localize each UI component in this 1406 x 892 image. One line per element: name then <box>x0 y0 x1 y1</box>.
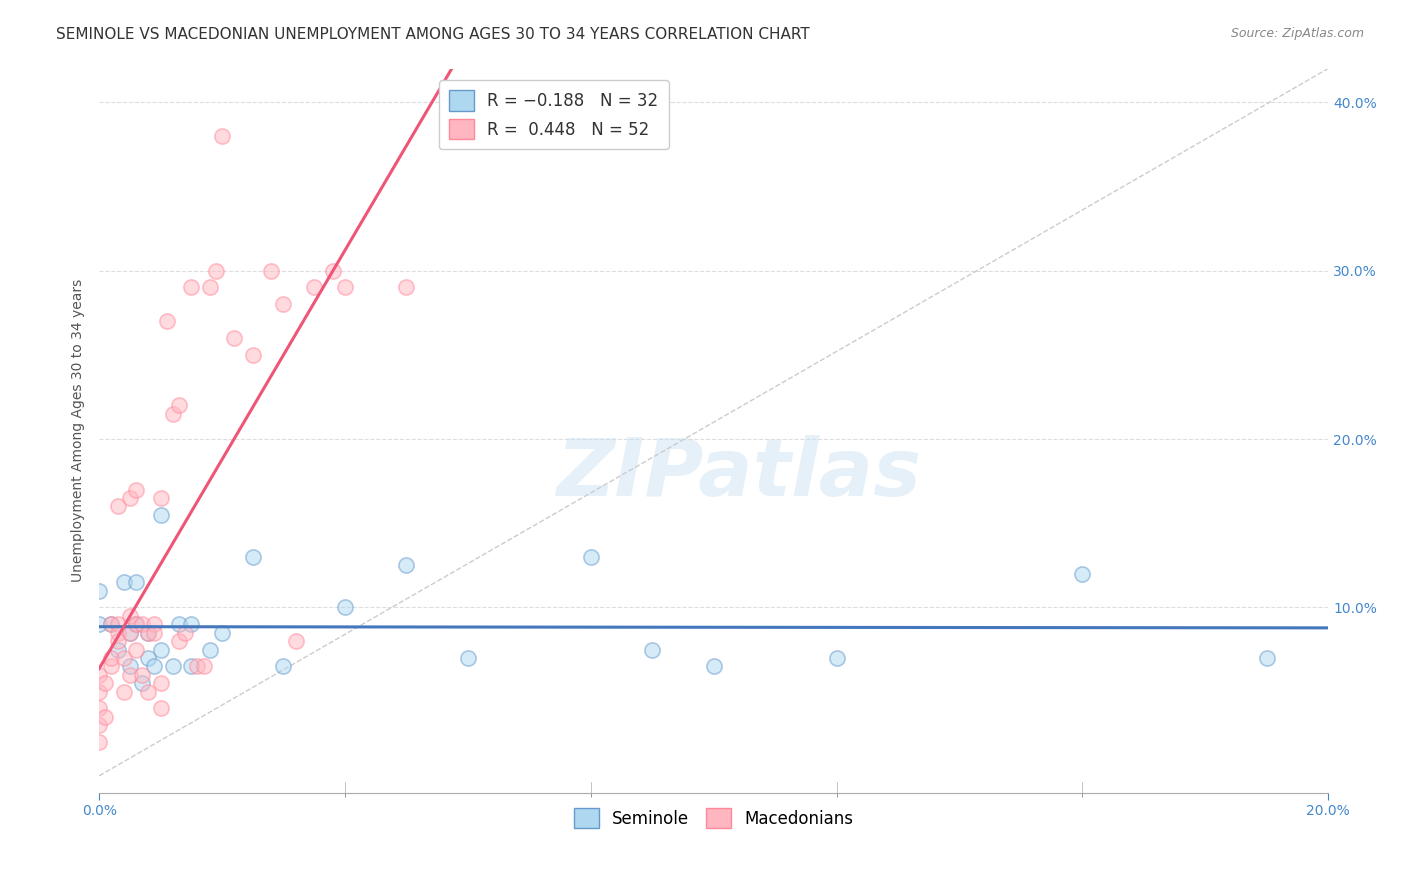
Point <box>94 676 117 690</box>
Point <box>825 651 848 665</box>
Point <box>149 508 172 522</box>
Point <box>641 642 664 657</box>
Point <box>94 710 117 724</box>
Point <box>167 617 190 632</box>
Point <box>100 617 122 632</box>
Point <box>205 263 228 277</box>
Point <box>457 651 479 665</box>
Y-axis label: Unemployment Among Ages 30 to 34 years: Unemployment Among Ages 30 to 34 years <box>72 279 86 582</box>
Point <box>118 491 141 505</box>
Point <box>89 718 111 732</box>
Point <box>112 684 135 698</box>
Point <box>333 600 356 615</box>
Point <box>118 659 141 673</box>
Point <box>1071 566 1094 581</box>
Point <box>107 634 129 648</box>
Point <box>198 642 221 657</box>
Point <box>162 407 184 421</box>
Point <box>186 659 208 673</box>
Point <box>273 297 295 311</box>
Point <box>136 625 159 640</box>
Text: Source: ZipAtlas.com: Source: ZipAtlas.com <box>1230 27 1364 40</box>
Point <box>703 659 725 673</box>
Point <box>395 280 418 294</box>
Point <box>198 280 221 294</box>
Point <box>107 617 129 632</box>
Point <box>136 684 159 698</box>
Point <box>125 575 148 590</box>
Point <box>224 331 246 345</box>
Point <box>284 634 307 648</box>
Point <box>100 617 122 632</box>
Point <box>118 625 141 640</box>
Point <box>118 625 141 640</box>
Point <box>118 667 141 681</box>
Point <box>131 667 153 681</box>
Point <box>131 676 153 690</box>
Point <box>1256 651 1278 665</box>
Point <box>89 684 111 698</box>
Point <box>149 701 172 715</box>
Point <box>125 642 148 657</box>
Point <box>333 280 356 294</box>
Point <box>211 625 233 640</box>
Point <box>131 617 153 632</box>
Point <box>395 558 418 573</box>
Point <box>100 651 122 665</box>
Point <box>125 617 148 632</box>
Legend: Seminole, Macedonians: Seminole, Macedonians <box>567 801 860 835</box>
Point <box>118 608 141 623</box>
Point <box>193 659 215 673</box>
Point <box>302 280 325 294</box>
Point <box>180 280 202 294</box>
Point <box>89 701 111 715</box>
Point <box>579 549 602 564</box>
Point <box>167 398 190 412</box>
Point <box>107 500 129 514</box>
Point <box>125 617 148 632</box>
Point <box>89 667 111 681</box>
Point <box>322 263 344 277</box>
Point <box>180 659 202 673</box>
Point <box>136 651 159 665</box>
Point <box>273 659 295 673</box>
Point <box>149 642 172 657</box>
Text: ZIPatlas: ZIPatlas <box>555 435 921 513</box>
Point <box>260 263 283 277</box>
Point <box>107 625 129 640</box>
Point <box>143 625 166 640</box>
Point <box>136 625 159 640</box>
Point <box>211 128 233 143</box>
Point <box>162 659 184 673</box>
Point <box>112 575 135 590</box>
Point <box>107 642 129 657</box>
Point <box>89 617 111 632</box>
Point <box>112 651 135 665</box>
Point <box>89 583 111 598</box>
Point <box>180 617 202 632</box>
Point <box>143 617 166 632</box>
Point <box>156 314 179 328</box>
Point <box>242 549 264 564</box>
Point <box>100 659 122 673</box>
Point <box>174 625 197 640</box>
Point <box>143 659 166 673</box>
Point <box>89 735 111 749</box>
Point <box>149 676 172 690</box>
Point <box>242 348 264 362</box>
Point <box>149 491 172 505</box>
Text: SEMINOLE VS MACEDONIAN UNEMPLOYMENT AMONG AGES 30 TO 34 YEARS CORRELATION CHART: SEMINOLE VS MACEDONIAN UNEMPLOYMENT AMON… <box>56 27 810 42</box>
Point <box>125 483 148 497</box>
Point <box>167 634 190 648</box>
